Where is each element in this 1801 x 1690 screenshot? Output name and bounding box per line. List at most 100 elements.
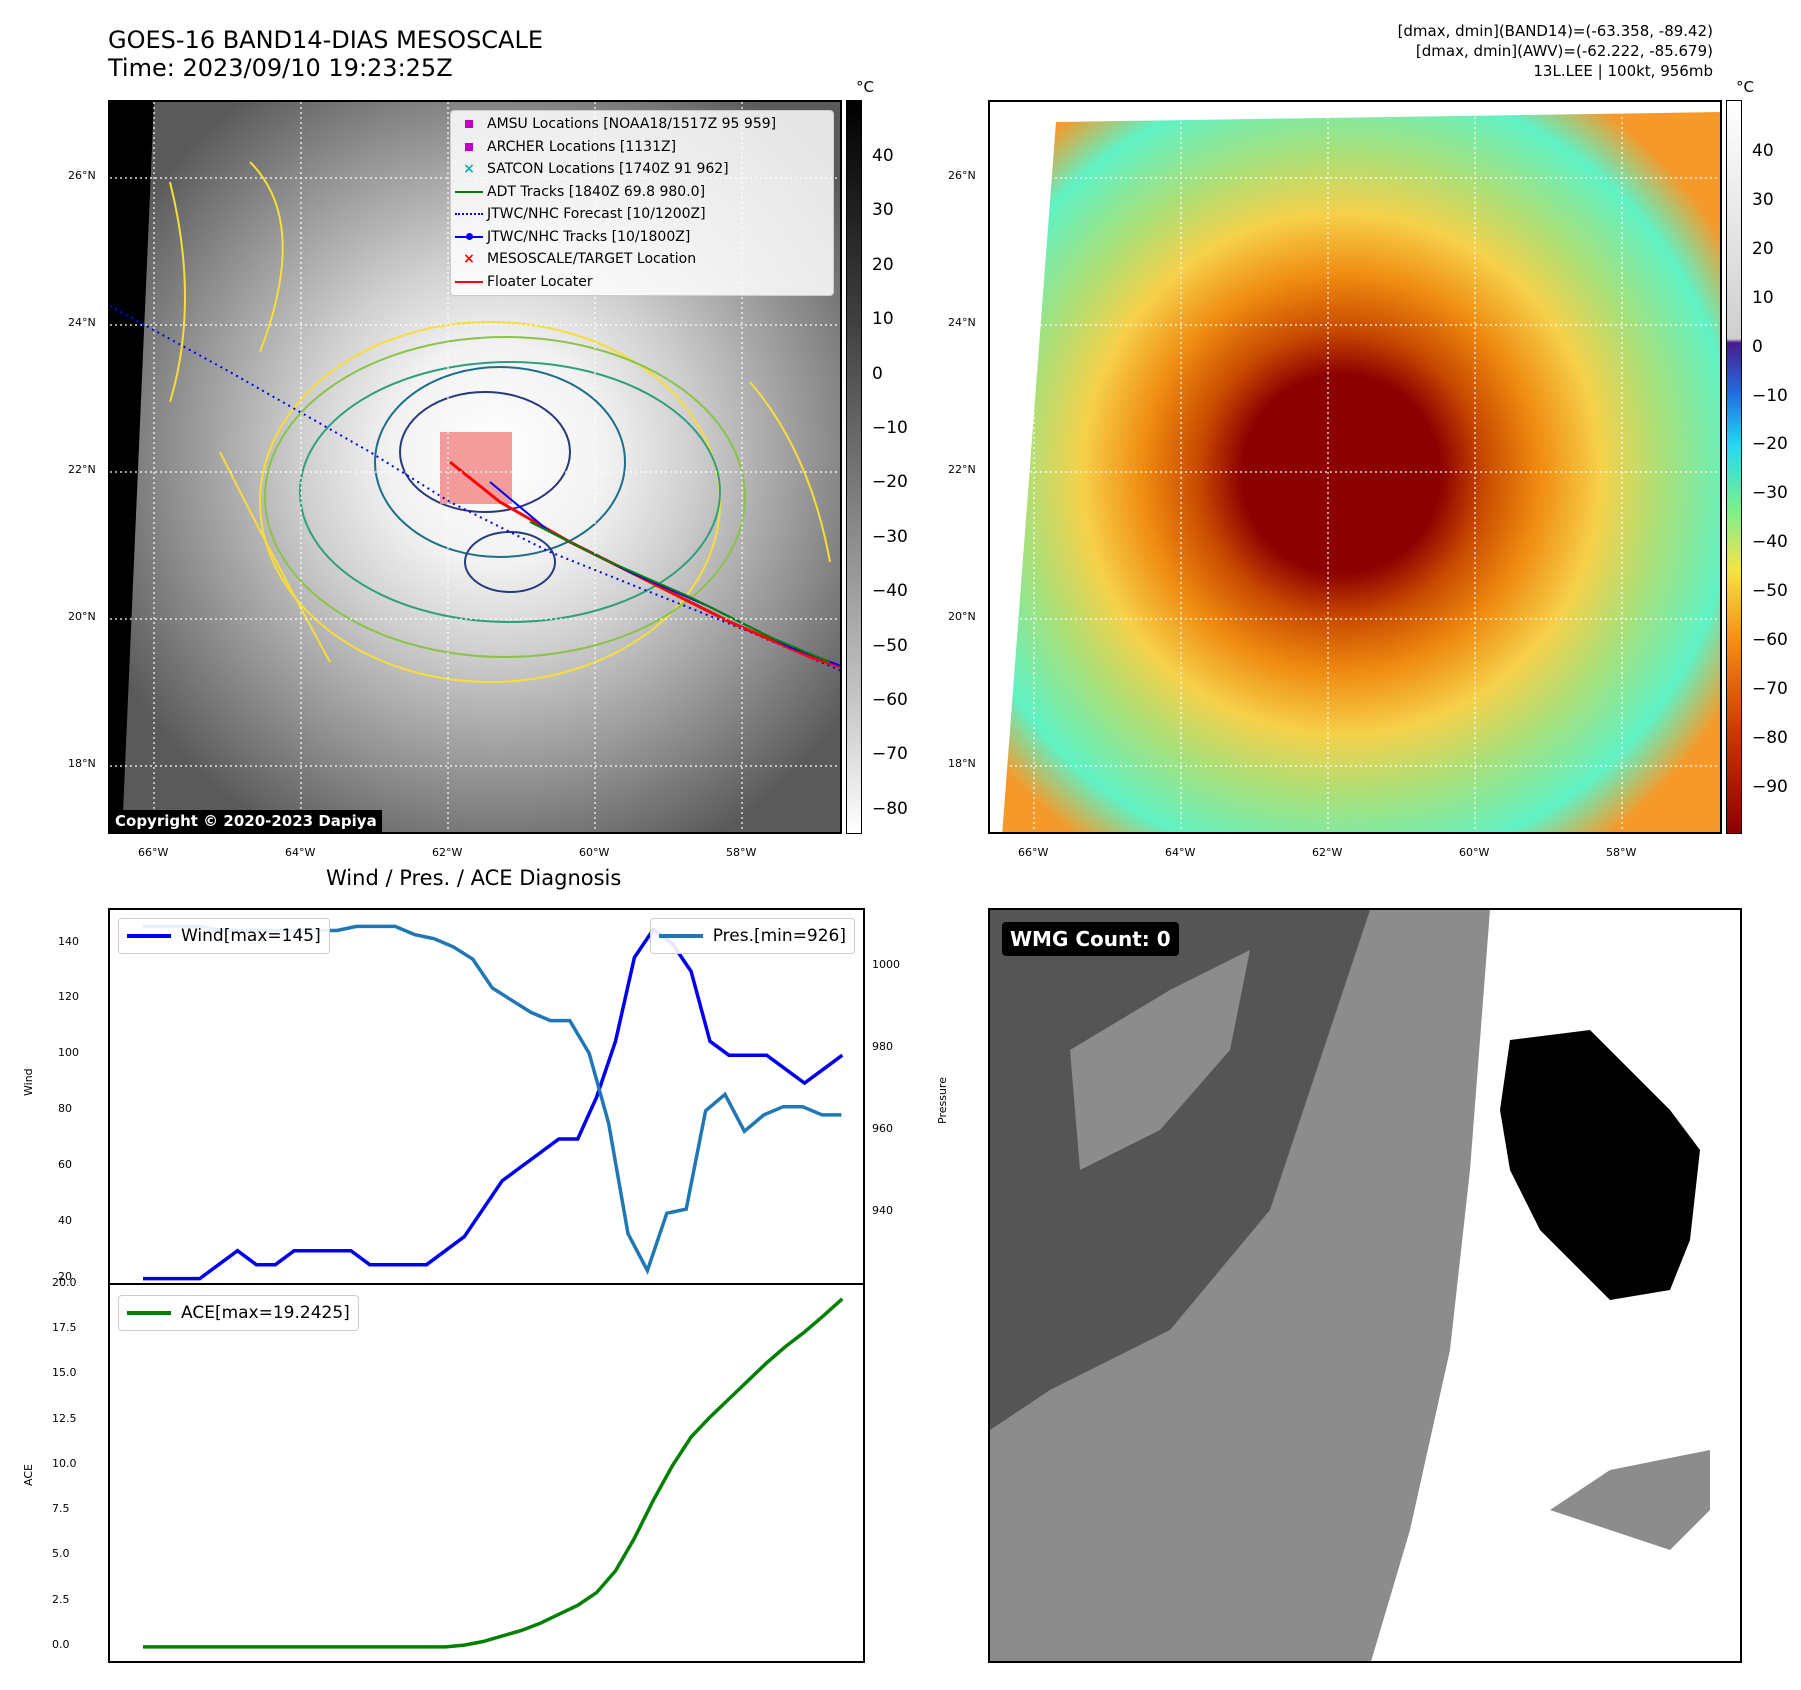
grayscale-colorbar xyxy=(846,100,862,834)
ace-legend-label: ACE[max=19.2425] xyxy=(181,1303,350,1323)
wind-legend: Wind[max=145] xyxy=(118,918,330,954)
legend-item-forecast: JTWC/NHC Forecast [10/1200Z] xyxy=(451,203,833,226)
meta-storm: 13L.LEE | 100kt, 956mb xyxy=(1533,62,1713,80)
legend-item-satcon: × SATCON Locations [1740Z 91 962] xyxy=(451,158,833,181)
pressure-legend: Pres.[min=926] xyxy=(649,918,855,954)
lat-tick-label: 24°N xyxy=(68,316,96,329)
gray-colorbar-tick: −80 xyxy=(872,798,908,819)
lon-tick-label: 66°W xyxy=(138,846,169,859)
legend-line-icon xyxy=(451,280,487,283)
map-legend: AMSU Locations [NOAA18/1517Z 95 959] ARC… xyxy=(450,110,834,296)
pressure-tick-label: 960 xyxy=(872,1122,893,1136)
color-colorbar-tick: 20 xyxy=(1752,238,1774,259)
gray-colorbar-tick: 20 xyxy=(872,254,894,275)
pressure-legend-label: Pres.[min=926] xyxy=(712,926,846,946)
lat-tick-label: 24°N xyxy=(948,316,976,329)
legend-dotted-line-icon xyxy=(451,213,487,216)
color-colorbar-tick: −50 xyxy=(1752,581,1788,602)
gray-colorbar-tick: −60 xyxy=(872,690,908,710)
ace-tick-label: 10.0 xyxy=(52,1456,77,1470)
gray-colorbar-unit: °C xyxy=(856,78,874,96)
pressure-tick-label: 980 xyxy=(872,1040,893,1054)
lon-tick-label: 62°W xyxy=(432,846,463,859)
wind-tick-label: 140 xyxy=(58,934,79,948)
lon-tick-label: 64°W xyxy=(285,846,316,859)
lon-tick-label: 62°W xyxy=(1312,846,1343,859)
pressure-tick-label: 940 xyxy=(872,1204,893,1218)
legend-label: ADT Tracks [1840Z 69.8 980.0] xyxy=(487,183,706,200)
ace-tick-label: 2.5 xyxy=(52,1592,70,1606)
wind-tick-label: 60 xyxy=(58,1157,72,1171)
lat-tick-label: 26°N xyxy=(68,169,96,182)
color-colorbar-unit: °C xyxy=(1736,78,1754,96)
color-colorbar-tick: −10 xyxy=(1752,385,1788,406)
color-colorbar-tick: −80 xyxy=(1752,727,1788,748)
legend-item-adt: ADT Tracks [1840Z 69.8 980.0] xyxy=(451,181,833,204)
color-colorbar-tick: −30 xyxy=(1752,483,1788,504)
legend-label: AMSU Locations [NOAA18/1517Z 95 959] xyxy=(487,116,777,133)
wind-series-line xyxy=(143,927,844,1281)
ace-axis-label: ACE xyxy=(22,1464,35,1486)
gray-colorbar-tick: 10 xyxy=(872,309,894,330)
ace-tick-label: 7.5 xyxy=(52,1502,70,1516)
pressure-series-line xyxy=(143,924,842,1276)
color-colorbar-tick: −20 xyxy=(1752,434,1788,455)
lat-tick-label: 20°N xyxy=(948,610,976,623)
color-colorbar-tick: −40 xyxy=(1752,532,1788,553)
gray-colorbar-tick: 40 xyxy=(872,146,894,166)
lat-tick-label: 22°N xyxy=(68,463,96,476)
ace-tick-label: 0.0 xyxy=(52,1637,70,1651)
wind-tick-label: 20 xyxy=(58,1269,72,1283)
legend-item-amsu: AMSU Locations [NOAA18/1517Z 95 959] xyxy=(451,113,833,136)
lat-tick-label: 18°N xyxy=(948,757,976,770)
wind-tick-label: 80 xyxy=(58,1102,72,1116)
pressure-tick-label: 1000 xyxy=(872,958,900,972)
ace-series-line xyxy=(143,1297,844,1649)
color-colorbar-tick: −60 xyxy=(1752,630,1788,650)
ir-grayscale-map: AMSU Locations [NOAA18/1517Z 95 959] ARC… xyxy=(108,100,842,834)
ace-plot xyxy=(143,1297,844,1649)
gray-colorbar-tick: −50 xyxy=(872,635,908,656)
gray-colorbar-tick: −30 xyxy=(872,526,908,547)
legend-label: SATCON Locations [1740Z 91 962] xyxy=(487,161,729,178)
color-map-image xyxy=(990,102,1720,832)
wind-tick-label: 40 xyxy=(58,1213,72,1227)
pressure-legend-line xyxy=(658,934,703,938)
legend-item-archer: ARCHER Locations [1131Z] xyxy=(451,136,833,159)
meta-band14: [dmax, dmin](BAND14)=(-63.358, -89.42) xyxy=(1397,22,1713,40)
gray-colorbar-tick: −40 xyxy=(872,581,908,602)
diagnosis-title: Wind / Pres. / ACE Diagnosis xyxy=(326,866,622,890)
wind-pressure-plot xyxy=(143,924,844,1281)
ace-tick-label: 20.0 xyxy=(52,1276,77,1289)
ace-legend-line xyxy=(127,1311,171,1315)
lat-tick-label: 18°N xyxy=(68,757,96,770)
legend-x-icon: × xyxy=(463,161,475,178)
wind-pressure-panel: Wind[max=145] Pres.[min=926] xyxy=(108,908,865,1285)
wmg-panel: WMG Count: 0 xyxy=(988,908,1742,1663)
page-title: GOES-16 BAND14-DIAS MESOSCALE xyxy=(108,26,544,54)
legend-item-tracks: JTWC/NHC Tracks [10/1800Z] xyxy=(451,226,833,249)
ace-legend: ACE[max=19.2425] xyxy=(118,1295,359,1331)
legend-line-dot-icon xyxy=(451,232,487,240)
wmg-image xyxy=(990,910,1740,1661)
color-colorbar-tick: 0 xyxy=(1752,336,1763,357)
legend-item-target: × MESOSCALE/TARGET Location xyxy=(451,248,833,271)
legend-label: JTWC/NHC Forecast [10/1200Z] xyxy=(487,206,706,223)
color-colorbar-tick: −70 xyxy=(1752,678,1788,699)
lon-tick-label: 60°W xyxy=(579,846,610,859)
wind-tick-label: 120 xyxy=(58,990,79,1004)
lon-tick-label: 66°W xyxy=(1018,846,1049,859)
wind-tick-label: 100 xyxy=(58,1046,79,1060)
ace-tick-label: 17.5 xyxy=(52,1321,77,1335)
pressure-axis-label: Pressure xyxy=(936,1077,949,1124)
legend-line-icon xyxy=(451,190,487,193)
color-colorbar-tick: 10 xyxy=(1752,287,1774,308)
lon-tick-label: 58°W xyxy=(726,846,757,859)
time-label: Time: 2023/09/10 19:23:25Z xyxy=(108,54,453,82)
color-colorbar-tick: 30 xyxy=(1752,189,1774,210)
ace-panel: ACE[max=19.2425] xyxy=(108,1283,865,1663)
gray-colorbar-tick: −20 xyxy=(872,472,908,493)
wind-legend-label: Wind[max=145] xyxy=(181,926,321,946)
copyright-label: Copyright © 2020-2023 Dapiya xyxy=(110,810,382,832)
ir-color-map xyxy=(988,100,1722,834)
